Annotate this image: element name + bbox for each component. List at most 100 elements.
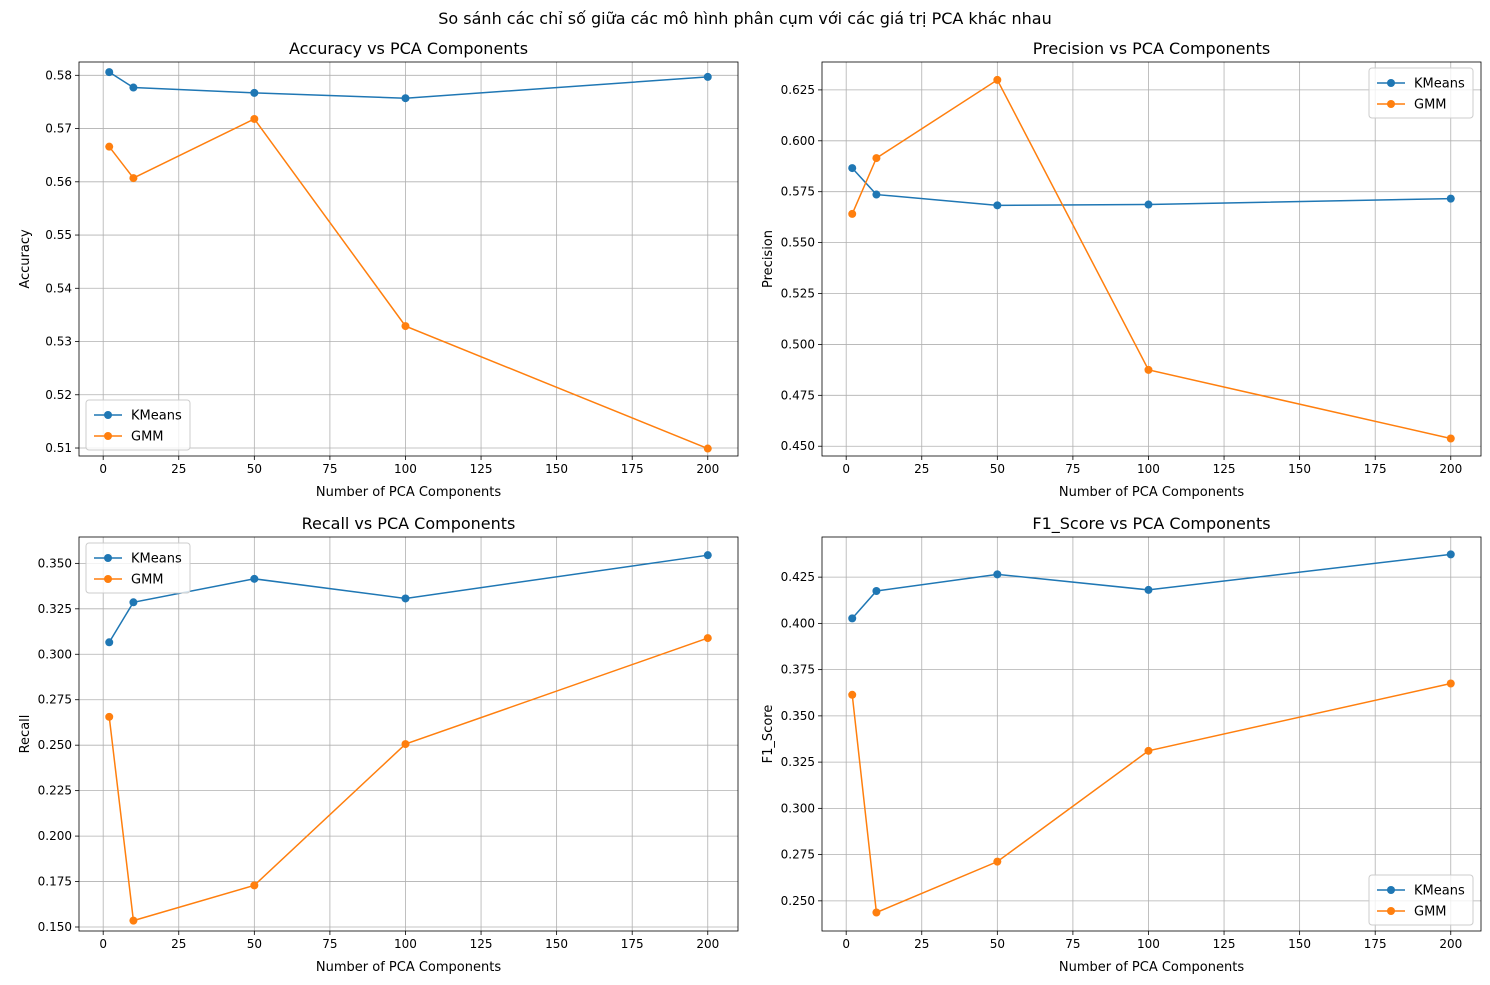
- legend-box: [1368, 874, 1474, 926]
- y-axis-label: Recall: [18, 715, 33, 754]
- data-point-kmeans: [250, 88, 259, 97]
- legend: KMeans GMM: [85, 399, 191, 451]
- x-tick-label: 200: [1439, 937, 1462, 951]
- data-point-kmeans: [703, 551, 712, 560]
- x-tick-label: 150: [545, 462, 568, 476]
- legend-box: [85, 542, 191, 594]
- data-point-kmeans: [703, 72, 712, 81]
- y-tick-label: 0.575: [781, 185, 815, 199]
- y-tick-label: 0.350: [38, 556, 72, 570]
- y-tick-label: 0.150: [38, 920, 72, 934]
- chart-panel-3: 0 25 50 75 100 125 150 175 200 0.150 0.175 0.200 0.2…: [18, 514, 739, 975]
- axes-frame: [78, 536, 739, 932]
- data-point-gmm: [872, 154, 881, 163]
- y-tick-label: 0.325: [38, 602, 72, 616]
- data-point-kmeans: [105, 68, 114, 77]
- y-tick-label: 0.53: [45, 335, 72, 349]
- data-point-gmm: [129, 174, 138, 183]
- legend: KMeans GMM: [1368, 67, 1474, 119]
- data-point-kmeans: [105, 638, 114, 647]
- x-tick-label: 100: [394, 462, 417, 476]
- x-tick-label: 175: [621, 462, 644, 476]
- data-point-gmm: [401, 322, 410, 331]
- data-point-kmeans: [848, 614, 857, 623]
- y-tick-label: 0.58: [45, 68, 72, 82]
- x-tick-label: 75: [1065, 462, 1080, 476]
- data-point-kmeans: [993, 201, 1002, 210]
- x-tick-label: 150: [1288, 937, 1311, 951]
- y-tick-label: 0.500: [781, 337, 815, 351]
- x-tick-label: 50: [247, 462, 262, 476]
- chart-title: Recall vs PCA Components: [302, 514, 516, 533]
- data-point-gmm: [129, 916, 138, 925]
- legend-marker-gmm: [104, 432, 112, 440]
- data-point-kmeans: [872, 587, 881, 596]
- y-tick-label: 0.52: [45, 388, 72, 402]
- data-point-kmeans: [1144, 585, 1153, 594]
- y-tick-label: 0.200: [38, 829, 72, 843]
- x-tick-label: 25: [171, 462, 186, 476]
- data-point-gmm: [1446, 679, 1455, 688]
- y-tick-label: 0.225: [38, 784, 72, 798]
- chart-title: Accuracy vs PCA Components: [289, 39, 528, 58]
- legend-marker-kmeans: [104, 554, 112, 562]
- x-tick-label: 0: [99, 462, 107, 476]
- x-tick-label: 150: [545, 937, 568, 951]
- y-tick-label: 0.54: [45, 281, 72, 295]
- data-point-gmm: [993, 857, 1002, 866]
- data-point-gmm: [993, 75, 1002, 84]
- y-tick-label: 0.375: [781, 663, 815, 677]
- x-tick-label: 200: [696, 937, 719, 951]
- data-point-gmm: [1144, 365, 1153, 374]
- data-point-gmm: [1144, 746, 1153, 755]
- legend-marker-gmm: [1387, 907, 1395, 915]
- series-line-gmm: [108, 118, 709, 450]
- x-axis-label: Number of PCA Components: [1059, 960, 1244, 975]
- x-tick-label: 175: [1364, 462, 1387, 476]
- series-line-gmm: [851, 78, 1451, 440]
- y-tick-label: 0.300: [781, 801, 815, 815]
- y-tick-label: 0.57: [45, 122, 72, 136]
- y-tick-label: 0.450: [781, 439, 815, 453]
- x-tick-label: 0: [842, 937, 850, 951]
- x-axis-label: Number of PCA Components: [316, 960, 501, 975]
- x-axis-label: Number of PCA Components: [316, 485, 501, 500]
- legend: KMeans GMM: [85, 542, 191, 594]
- legend-box: [1368, 67, 1474, 119]
- x-tick-label: 50: [247, 937, 262, 951]
- data-point-gmm: [848, 209, 857, 218]
- chart-panel-4: 0 25 50 75 100 125 150 175 200 0.250 0.275 0.300 0.3…: [761, 514, 1482, 975]
- x-tick-label: 50: [990, 937, 1005, 951]
- legend-marker-kmeans: [1387, 79, 1395, 87]
- data-point-kmeans: [401, 594, 410, 603]
- series-line-kmeans: [851, 167, 1451, 207]
- y-tick-label: 0.325: [781, 755, 815, 769]
- legend: KMeans GMM: [1368, 874, 1474, 926]
- data-point-kmeans: [1144, 200, 1153, 209]
- y-tick-label: 0.600: [781, 134, 815, 148]
- axes-frame: [78, 61, 739, 457]
- x-tick-label: 100: [1137, 937, 1160, 951]
- legend-label-gmm: GMM: [1414, 98, 1447, 113]
- data-point-gmm: [872, 908, 881, 917]
- legend-marker-kmeans: [104, 411, 112, 419]
- x-tick-label: 0: [99, 937, 107, 951]
- data-point-gmm: [250, 881, 259, 890]
- x-tick-label: 75: [322, 462, 337, 476]
- data-point-kmeans: [872, 190, 881, 199]
- series-line-gmm: [108, 637, 709, 922]
- x-tick-label: 200: [1439, 462, 1462, 476]
- chart-title: F1_Score vs PCA Components: [1032, 514, 1270, 534]
- legend-label-kmeans: KMeans: [131, 409, 182, 424]
- x-tick-label: 25: [171, 937, 186, 951]
- series-line-gmm: [851, 682, 1451, 914]
- y-tick-label: 0.400: [781, 616, 815, 630]
- y-tick-label: 0.525: [781, 287, 815, 301]
- y-tick-label: 0.425: [781, 570, 815, 584]
- y-tick-label: 0.51: [45, 441, 72, 455]
- chart-panel-2: 0 25 50 75 100 125 150 175 200 0.450 0.475 0.500 0.5…: [761, 39, 1482, 500]
- x-tick-label: 150: [1288, 462, 1311, 476]
- x-tick-label: 125: [470, 462, 493, 476]
- series-line-kmeans: [851, 553, 1451, 619]
- x-tick-label: 100: [394, 937, 417, 951]
